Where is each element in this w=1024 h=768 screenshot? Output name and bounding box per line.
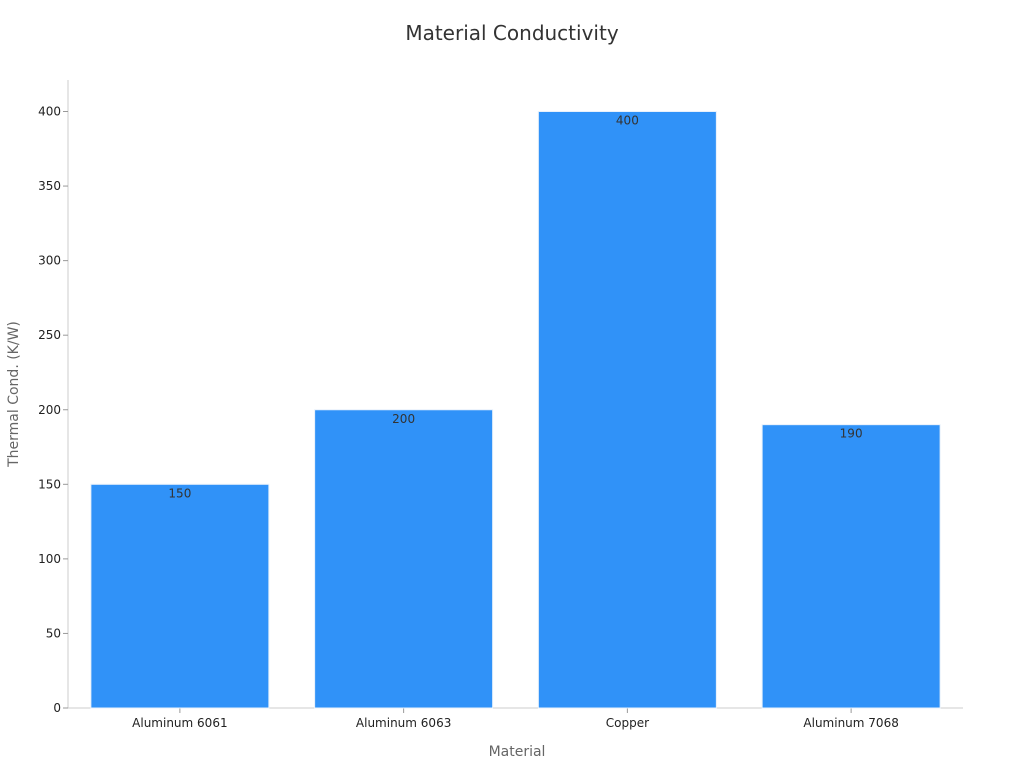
bar xyxy=(90,483,270,709)
y-tick-label: 50 xyxy=(46,626,61,640)
y-tick-label: 100 xyxy=(38,552,61,566)
y-tick-label: 0 xyxy=(53,701,61,715)
bar xyxy=(537,111,717,709)
x-tick-label: Copper xyxy=(606,716,649,730)
bar xyxy=(761,424,941,709)
x-axis: Aluminum 6061 Aluminum 6063 Copper Aluminum… xyxy=(68,707,963,730)
x-tick-label: Aluminum 6061 xyxy=(132,716,227,730)
x-tick-label: Aluminum 7068 xyxy=(803,716,898,730)
x-tick-label: Aluminum 6063 xyxy=(356,716,451,730)
y-tick-label: 200 xyxy=(38,403,61,417)
data-label: 190 xyxy=(840,427,863,441)
y-axis: 0 50 100 150 200 250 300 350 400 xyxy=(38,80,69,715)
y-tick-label: 300 xyxy=(38,254,61,268)
y-axis-label: Thermal Cond. (K/W) xyxy=(6,321,22,468)
data-labels: 150 200 400 190 xyxy=(168,114,862,501)
y-tick-label: 400 xyxy=(38,105,61,119)
data-label: 150 xyxy=(168,486,191,500)
chart-title: Material Conductivity xyxy=(405,21,618,45)
bars xyxy=(90,111,941,709)
y-tick-label: 150 xyxy=(38,477,61,491)
bar xyxy=(314,409,494,709)
data-label: 200 xyxy=(392,412,415,426)
y-tick-label: 350 xyxy=(38,179,61,193)
x-axis-label: Material xyxy=(489,744,546,760)
data-label: 400 xyxy=(616,114,639,128)
y-tick-label: 250 xyxy=(38,328,61,342)
